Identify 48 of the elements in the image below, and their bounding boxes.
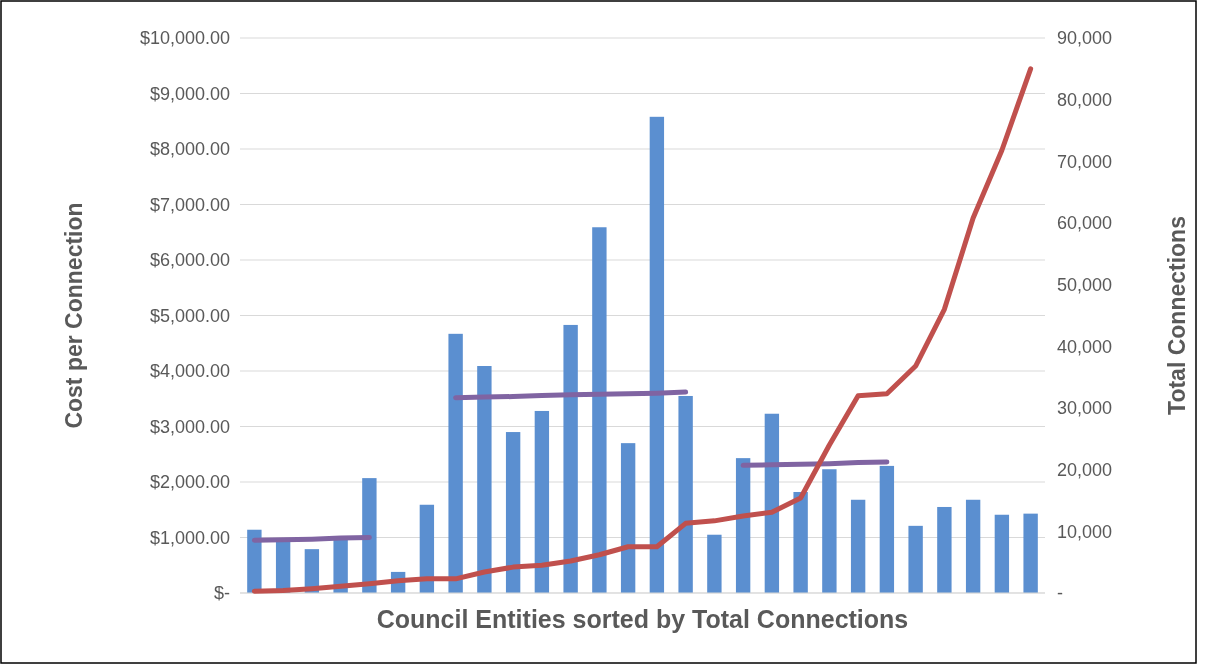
- y2-axis-title: Total Connections: [1164, 216, 1190, 415]
- y-axis-title: Cost per Connection: [61, 202, 87, 429]
- y2-tick-label: 10,000: [1057, 521, 1113, 542]
- bar: [707, 534, 722, 593]
- bar: [735, 458, 751, 593]
- bar: [448, 333, 463, 593]
- y-tick-label: $5,000.00: [149, 305, 230, 326]
- y2-tick-label: 40,000: [1057, 336, 1113, 357]
- y-tick-label: $3,000.00: [149, 416, 230, 437]
- y-tick-label: $2,000.00: [149, 472, 230, 493]
- bar: [419, 504, 435, 593]
- y-tick-label: $6,000.00: [149, 250, 230, 271]
- y2-tick-label: -: [1057, 583, 1063, 604]
- bar: [908, 525, 923, 593]
- y2-tick-label: 70,000: [1057, 151, 1113, 172]
- y-tick-label: $1,000.00: [149, 527, 230, 548]
- bar: [247, 529, 262, 593]
- y-tick-label: $9,000.00: [149, 83, 230, 104]
- bar: [592, 227, 607, 593]
- y-tick-label: $8,000.00: [149, 139, 230, 160]
- bar: [362, 478, 377, 593]
- bar: [850, 499, 866, 593]
- y2-tick-label: 20,000: [1057, 459, 1113, 480]
- y2-tick-label: 30,000: [1057, 398, 1113, 419]
- bar: [534, 410, 550, 593]
- bar: [1023, 513, 1038, 593]
- bar: [649, 116, 665, 593]
- bar: [793, 491, 808, 593]
- bar: [477, 366, 492, 593]
- bar: [620, 443, 636, 593]
- bar: [937, 506, 952, 593]
- bar: [678, 395, 693, 593]
- bar: [563, 324, 578, 593]
- bar: [764, 413, 780, 593]
- y-tick-label: $4,000.00: [149, 361, 230, 382]
- bar: [965, 499, 981, 593]
- bar: [994, 514, 1010, 593]
- x-axis-title: Council Entities sorted by Total Connections: [376, 605, 909, 633]
- bar: [879, 465, 895, 593]
- y-tick-label: $7,000.00: [149, 194, 230, 215]
- y2-tick-label: 90,000: [1057, 28, 1113, 49]
- bar: [822, 469, 837, 593]
- y-tick-label: $10,000.00: [139, 28, 230, 49]
- y2-tick-label: 80,000: [1057, 89, 1113, 110]
- bar: [505, 432, 521, 593]
- y2-tick-label: 50,000: [1057, 274, 1113, 295]
- y2-tick-label: 60,000: [1057, 213, 1113, 234]
- y-tick-label: $-: [213, 583, 230, 604]
